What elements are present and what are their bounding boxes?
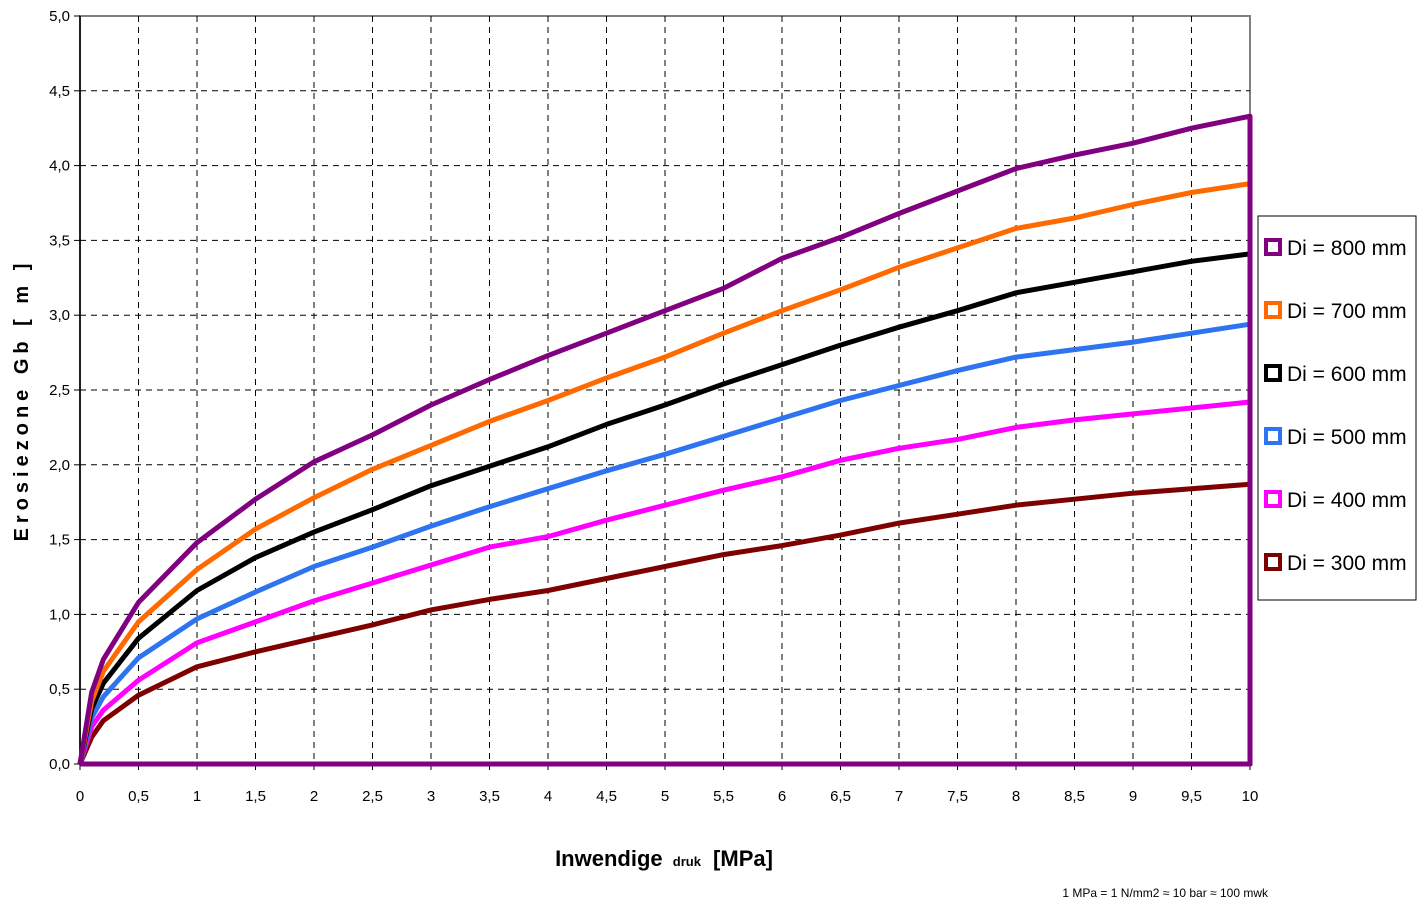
legend-swatch (1264, 364, 1282, 382)
series-line (77, 181, 1253, 767)
y-axis-label: Erosiezone Gb [ m ] (11, 259, 33, 542)
legend-box (1257, 215, 1417, 601)
x-tick-label: 3 (427, 788, 435, 805)
unit-footnote: 1 MPa = 1 N/mm2 ≈ 10 bar ≈ 100 mwk (1062, 886, 1269, 900)
x-tick-label: 1,5 (245, 788, 266, 805)
x-tick-label: 8,5 (1064, 788, 1085, 805)
x-tick-label: 5 (661, 788, 669, 805)
series-layer (77, 113, 1253, 767)
x-tick-label: 6 (778, 788, 786, 805)
y-tick-label: 3,5 (49, 232, 70, 249)
legend: Di = 800 mm Di = 700 mm Di = 600 mm Di = 50… (1257, 215, 1417, 601)
x-tick-label: 0 (76, 788, 84, 805)
x-tick-label: 10 (1242, 788, 1259, 805)
x-tick-label: 1 (193, 788, 201, 805)
legend-label: Di = 700 mm (1287, 300, 1407, 323)
legend-swatch (1264, 427, 1282, 445)
series-line (77, 399, 1253, 767)
x-tick-label: 0,5 (128, 788, 149, 805)
legend-label: Di = 300 mm (1287, 552, 1407, 575)
x-tick-label: 5,5 (713, 788, 734, 805)
legend-label: Di = 600 mm (1287, 363, 1407, 386)
x-axis-label-sub: druk (673, 854, 702, 869)
x-axis-label-main: Inwendige (555, 846, 663, 871)
x-tick-label: 2,5 (362, 788, 383, 805)
y-tick-label: 0,5 (49, 681, 70, 698)
x-tick-label: 8 (1012, 788, 1020, 805)
x-axis-label-unit: [MPa] (713, 846, 773, 871)
legend-label: Di = 500 mm (1287, 426, 1407, 449)
y-tick-label: 3,0 (49, 307, 70, 324)
y-tick-label: 4,5 (49, 83, 70, 100)
y-tick-label: 4,0 (49, 158, 70, 175)
legend-swatch (1264, 238, 1282, 256)
series-line (77, 251, 1253, 767)
x-tick-label: 7,5 (947, 788, 968, 805)
x-tick-label: 4 (544, 788, 552, 805)
x-tick-label: 6,5 (830, 788, 851, 805)
series-line (77, 321, 1253, 767)
x-tick-label: 9 (1129, 788, 1137, 805)
series-line (77, 113, 1253, 767)
legend-swatch (1264, 553, 1282, 571)
legend-label: Di = 400 mm (1287, 489, 1407, 512)
legend-label: Di = 800 mm (1287, 237, 1407, 260)
y-tick-label: 2,0 (49, 457, 70, 474)
x-tick-label: 3,5 (479, 788, 500, 805)
y-tick-label: 1,5 (49, 532, 70, 549)
y-tick-label: 2,5 (49, 382, 70, 399)
legend-swatch (1264, 490, 1282, 508)
y-tick-label: 0,0 (49, 756, 70, 773)
y-tick-label: 1,0 (49, 606, 70, 623)
grid (74, 15, 1251, 770)
y-tick-labels: 0,0 0,5 1,0 1,5 2,0 2,5 3,0 3,5 4,0 4,5 5,0 (49, 8, 70, 773)
legend-swatch (1264, 301, 1282, 319)
x-tick-label: 9,5 (1181, 788, 1202, 805)
x-tick-label: 2 (310, 788, 318, 805)
x-axis-label: Inwendige druk [MPa] (555, 846, 773, 871)
y-tick-label: 5,0 (49, 8, 70, 25)
x-tick-label: 4,5 (596, 788, 617, 805)
x-tick-labels: 0 0,5 1 1,5 2 2,5 3 3,5 4 4,5 5 5,5 6 6,5 7 7,5 8 8,5 9 9,5… (76, 788, 1259, 805)
x-tick-label: 7 (895, 788, 903, 805)
series-line (77, 481, 1253, 767)
